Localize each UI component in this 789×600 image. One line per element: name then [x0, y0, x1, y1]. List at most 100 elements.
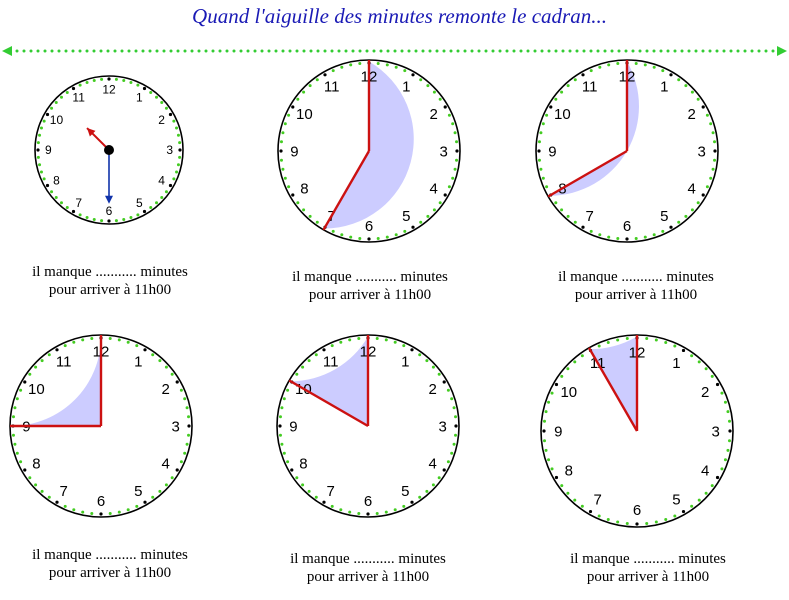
minute-mark [117, 338, 121, 342]
clock-number: 10 [50, 113, 64, 127]
minute-mark [164, 190, 168, 194]
minute-mark [13, 442, 17, 446]
clock-number: 10 [560, 384, 577, 401]
minute-mark [81, 338, 85, 342]
hour-tick [45, 112, 50, 117]
minute-mark [607, 235, 611, 239]
minute-mark [455, 158, 459, 162]
minute-mark [726, 410, 730, 414]
minute-mark [151, 353, 155, 357]
minute-mark [425, 359, 429, 363]
minute-mark [280, 406, 284, 410]
hour-tick [55, 500, 59, 504]
minute-mark [308, 214, 312, 218]
minute-mark [598, 65, 602, 69]
minute-mark [455, 140, 459, 144]
minute-mark [684, 84, 688, 88]
minute-mark [580, 504, 584, 508]
minute-mark [65, 205, 69, 209]
clock-number: 1 [660, 79, 668, 96]
minute-mark [11, 433, 15, 437]
minute-mark [301, 483, 305, 487]
minute-mark [543, 439, 547, 443]
caption-line1: il manque ........... minutes [570, 551, 726, 567]
hour-tick [715, 382, 720, 387]
minute-mark [100, 77, 104, 81]
minute-mark [54, 100, 58, 104]
minute-mark [677, 220, 681, 224]
hour-tick [143, 348, 147, 352]
minute-mark [183, 451, 187, 455]
hour-tick [537, 149, 541, 153]
minute-mark [176, 163, 180, 167]
caption-line1: il manque ........... minutes [32, 264, 188, 280]
minute-mark [63, 344, 67, 348]
minute-mark [616, 338, 620, 342]
clock-number: 7 [586, 208, 594, 225]
minute-mark [705, 113, 709, 117]
minute-mark [677, 78, 681, 82]
remaining-sector [589, 336, 637, 431]
minute-mark [40, 359, 44, 363]
minute-mark [426, 214, 430, 218]
clock-number: 6 [97, 493, 105, 510]
minute-mark [566, 214, 570, 218]
hour-tick [410, 348, 414, 352]
minute-mark [598, 233, 602, 237]
hour-tick [728, 429, 732, 433]
clock-number: 6 [365, 218, 373, 235]
minute-mark [431, 483, 435, 487]
hour-tick [713, 149, 717, 153]
minute-mark [451, 122, 455, 126]
caption-clock-3: il manque ........... minutes pour arriv… [526, 268, 746, 304]
minute-mark [357, 336, 361, 340]
hour-tick [669, 225, 673, 229]
hour-tick [168, 183, 173, 188]
minute-mark [710, 374, 714, 378]
minute-mark [446, 388, 450, 392]
hour-tick [442, 380, 446, 384]
minute-mark [85, 216, 89, 220]
minute-mark [36, 141, 40, 145]
clock-number: 4 [429, 181, 437, 198]
minute-mark [684, 214, 688, 218]
minute-mark [709, 176, 713, 180]
hour-tick [669, 73, 673, 77]
minute-mark [54, 196, 58, 200]
hour-tick [549, 105, 553, 109]
remaining-sector [324, 61, 414, 229]
minute-mark [376, 237, 380, 241]
minute-mark [135, 344, 139, 348]
minute-mark [573, 220, 577, 224]
minute-mark [664, 341, 668, 345]
hour-tick [175, 380, 179, 384]
clock-number: 7 [593, 491, 601, 508]
minute-mark [544, 448, 548, 452]
minute-mark [39, 126, 43, 130]
minute-mark [402, 344, 406, 348]
clock-number: 5 [660, 208, 668, 225]
minute-mark [114, 219, 118, 223]
minute-mark [690, 208, 694, 212]
minute-mark [187, 415, 191, 419]
minute-mark [438, 201, 442, 205]
minute-mark [554, 201, 558, 205]
hour-hand-arrow-icon [87, 128, 96, 137]
minute-mark [376, 61, 380, 65]
minute-mark [11, 415, 15, 419]
caption-line1: il manque ........... minutes [558, 269, 714, 285]
minute-mark [72, 340, 76, 344]
minute-mark [710, 484, 714, 488]
minute-mark [179, 460, 183, 464]
minute-mark [160, 196, 164, 200]
minute-mark [451, 176, 455, 180]
clock-number: 4 [161, 456, 169, 473]
minute-mark [697, 498, 701, 502]
clock-number: 2 [161, 381, 169, 398]
minute-mark [59, 201, 63, 205]
hour-tick [322, 500, 326, 504]
minute-mark [654, 520, 658, 524]
